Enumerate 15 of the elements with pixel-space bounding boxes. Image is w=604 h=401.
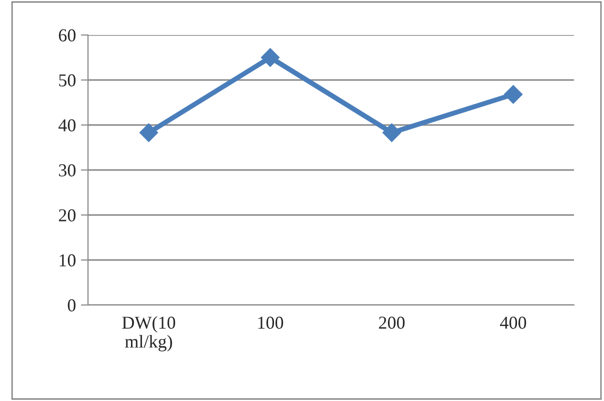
y-tick-label: 30: [59, 164, 76, 176]
x-tick-label: DW(10 ml/kg): [122, 316, 176, 352]
point: [382, 123, 402, 142]
y-tick-label: 10: [60, 254, 76, 266]
y-tick-label: 50: [59, 74, 76, 86]
x-tick-label: 400: [500, 316, 526, 329]
point: [139, 123, 158, 142]
x-tick-label: 100: [258, 316, 284, 329]
x-tick-label: 200: [379, 316, 405, 329]
y-tick-label: 0: [68, 299, 76, 312]
y-tick-label: 20: [58, 209, 76, 222]
y-tick-label: 40: [58, 119, 76, 132]
point: [260, 48, 280, 67]
point: [504, 85, 523, 104]
y-tick-label: 60: [58, 29, 76, 42]
